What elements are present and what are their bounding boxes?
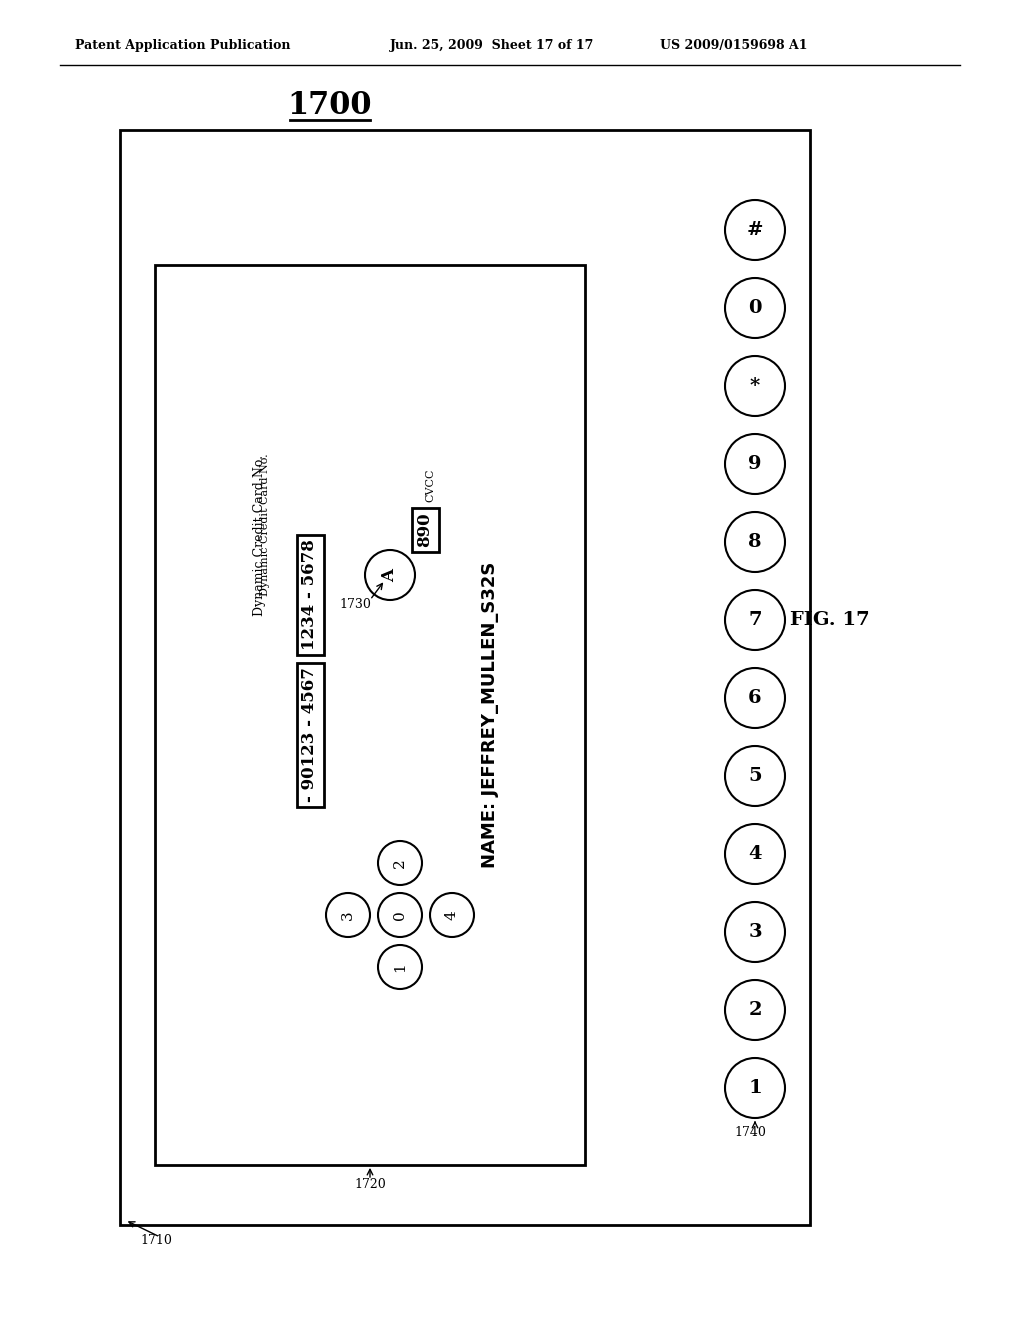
Text: 1710: 1710	[140, 1233, 172, 1246]
Text: US 2009/0159698 A1: US 2009/0159698 A1	[660, 38, 808, 51]
Text: 1700: 1700	[288, 90, 373, 120]
Text: Jun. 25, 2009  Sheet 17 of 17: Jun. 25, 2009 Sheet 17 of 17	[390, 38, 594, 51]
Text: 0: 0	[393, 909, 407, 920]
Text: 1730: 1730	[339, 598, 371, 611]
Text: A: A	[382, 569, 398, 582]
Text: 3: 3	[341, 911, 355, 920]
Text: 890: 890	[417, 512, 433, 548]
Text: 4: 4	[445, 909, 459, 920]
Bar	[120, 129, 810, 1225]
Text: 1: 1	[749, 1078, 762, 1097]
Text: Patent Application Publication: Patent Application Publication	[75, 38, 291, 51]
Text: 1234 - 5678: 1234 - 5678	[301, 540, 318, 651]
Text: 5: 5	[749, 767, 762, 785]
Text: FIG. 17: FIG. 17	[791, 611, 869, 630]
Text: #: #	[746, 220, 763, 239]
Text: 1720: 1720	[354, 1179, 386, 1192]
Text: 7: 7	[749, 611, 762, 630]
Text: 1740: 1740	[734, 1126, 766, 1139]
Text: *: *	[750, 378, 760, 395]
Text: Dynamic Credit Card No.: Dynamic Credit Card No.	[254, 454, 266, 615]
Text: 1: 1	[393, 962, 407, 972]
Text: CVCC: CVCC	[425, 469, 435, 502]
Text: 8: 8	[749, 533, 762, 550]
Text: Dynamic Credit Card No.: Dynamic Credit Card No.	[260, 454, 270, 597]
Text: 2: 2	[393, 858, 407, 867]
Text: 9: 9	[749, 455, 762, 473]
Text: 4: 4	[749, 845, 762, 863]
Text: NAME: JEFFREY_MULLEN_S32S: NAME: JEFFREY_MULLEN_S32S	[481, 562, 499, 869]
Text: 3: 3	[749, 923, 762, 941]
Text: 2: 2	[749, 1001, 762, 1019]
Text: - 90123 - 4567: - 90123 - 4567	[301, 668, 318, 803]
Text: 0: 0	[749, 300, 762, 317]
Bar	[155, 265, 585, 1166]
Text: 6: 6	[749, 689, 762, 708]
